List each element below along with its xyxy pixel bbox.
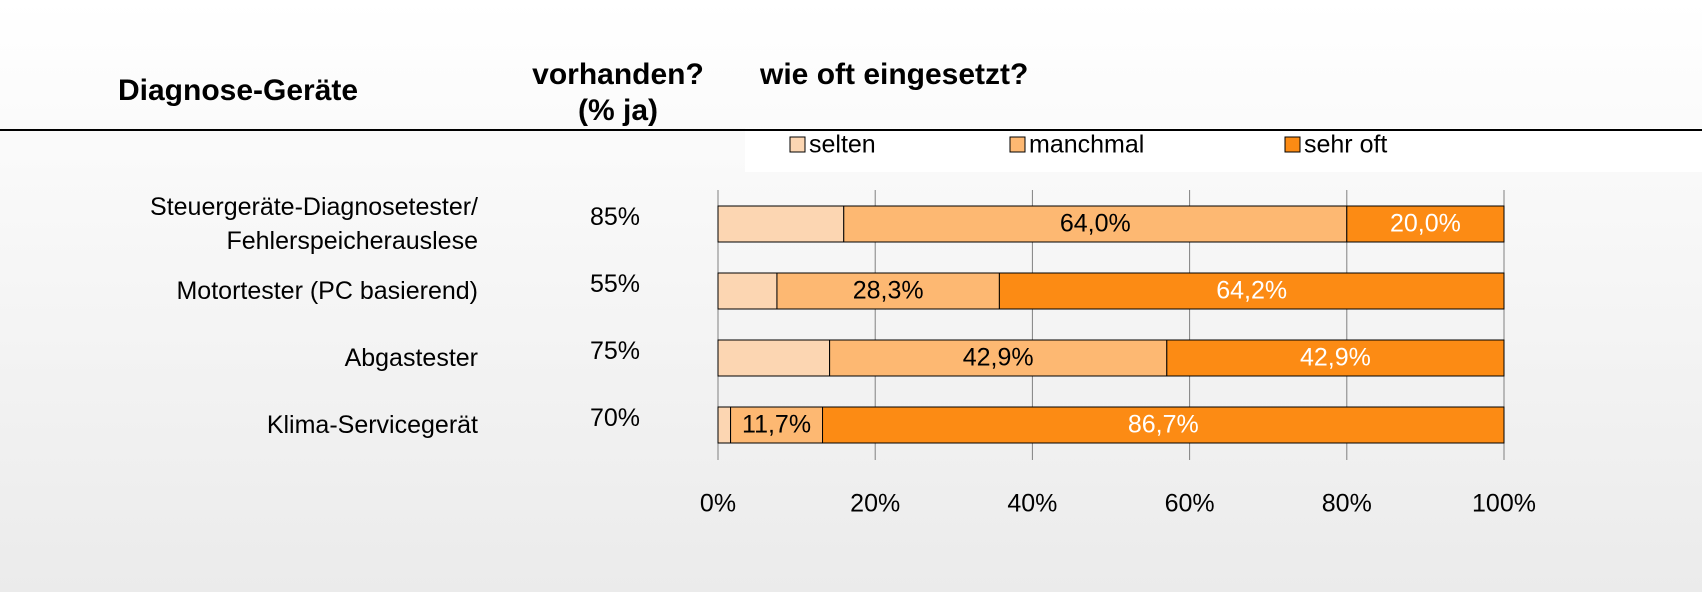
- x-tick-label: 80%: [1322, 490, 1372, 518]
- available-value: 70%: [589, 404, 641, 432]
- data-label: 42,9%: [963, 344, 1034, 372]
- legend-panel: [745, 128, 1702, 172]
- data-label: 86,7%: [1128, 411, 1199, 439]
- bar-segment: [717, 339, 831, 377]
- legend-label: sehr oft: [1304, 131, 1387, 159]
- legend-swatch: [789, 136, 806, 153]
- bar-segment: [1166, 339, 1505, 377]
- data-label: 20,0%: [1390, 210, 1461, 238]
- data-label: 42,9%: [1300, 344, 1371, 372]
- legend-label: manchmal: [1029, 131, 1144, 159]
- legend-swatch: [1284, 136, 1301, 153]
- category-label: Abgastester: [344, 344, 478, 372]
- available-value: 85%: [589, 203, 641, 231]
- bar-segment: [776, 272, 1000, 310]
- data-label: 11,7%: [742, 411, 811, 439]
- available-value: 75%: [589, 337, 641, 365]
- x-tick-label: 0%: [700, 490, 736, 518]
- legend-swatch: [1009, 136, 1026, 153]
- data-label: 64,2%: [1216, 277, 1287, 305]
- bar-segment: [717, 406, 732, 444]
- x-tick-label: 100%: [1472, 490, 1536, 518]
- header-usage: wie oft eingesetzt?: [760, 58, 1029, 91]
- header-title: Diagnose-Geräte: [118, 74, 359, 107]
- bar-segment: [717, 272, 778, 310]
- category-label: Motortester (PC basierend): [176, 277, 478, 305]
- data-label: 28,3%: [853, 277, 924, 305]
- bar-segment: [717, 205, 845, 243]
- available-value: 55%: [589, 270, 641, 298]
- bar-segment: [843, 205, 1348, 243]
- header-available: (% ja): [577, 94, 658, 127]
- category-label: Klima-Servicegerät: [266, 411, 478, 439]
- data-label: 64,0%: [1060, 210, 1131, 238]
- x-tick-label: 60%: [1165, 490, 1215, 518]
- x-tick-label: 20%: [850, 490, 900, 518]
- x-tick-label: 40%: [1007, 490, 1057, 518]
- header-available: vorhanden?: [532, 58, 704, 91]
- bar-segment: [998, 272, 1505, 310]
- legend-label: selten: [809, 131, 876, 159]
- bar-segment: [822, 406, 1505, 444]
- bar-segment: [1346, 205, 1505, 243]
- category-label: Steuergeräte-Diagnosetester/ Fehlerspeic…: [150, 193, 478, 255]
